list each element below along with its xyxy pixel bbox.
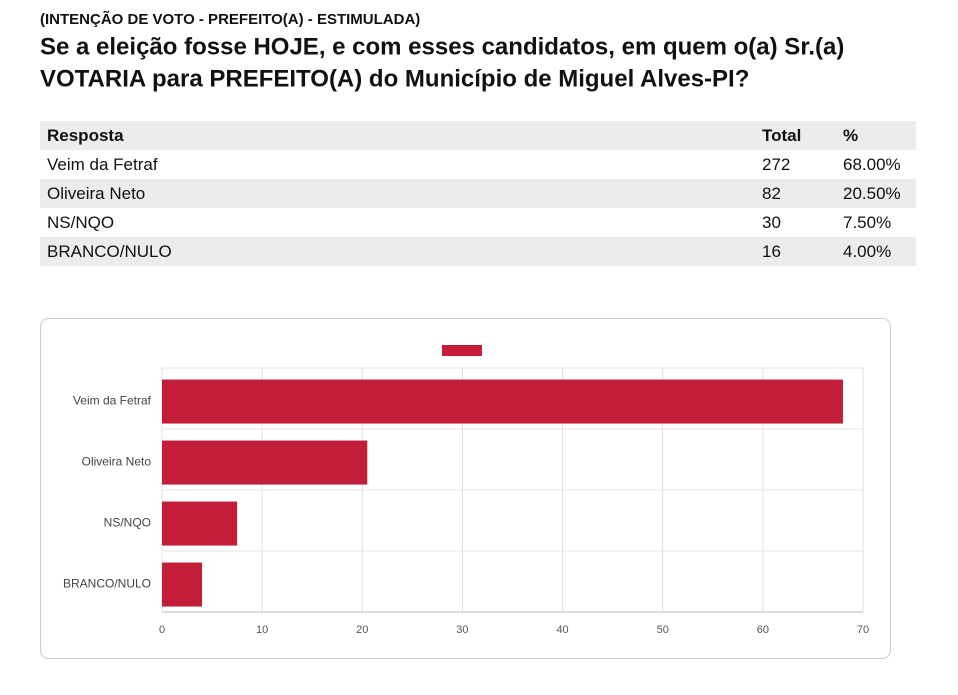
x-tick-label: 60 <box>757 624 769 636</box>
table-cell: 68.00% <box>843 155 901 174</box>
bar <box>162 440 368 485</box>
legend-swatch <box>442 345 482 356</box>
x-tick-label: 70 <box>857 624 869 636</box>
y-tick-label: Oliveira Neto <box>82 455 152 469</box>
x-tick-label: 0 <box>159 624 165 636</box>
table-cell: 7.50% <box>843 213 891 232</box>
table-cell: 4.00% <box>843 242 891 261</box>
table-cell: NS/NQO <box>47 213 114 232</box>
table-cell: Veim da Fetraf <box>47 155 158 174</box>
y-tick-label: Veim da Fetraf <box>73 394 152 408</box>
table-cell: 82 <box>762 184 781 203</box>
y-tick-label: NS/NQO <box>104 516 151 530</box>
row-bg <box>40 237 916 266</box>
column-header: Total <box>762 126 801 145</box>
bar <box>162 379 843 424</box>
column-header: Resposta <box>47 126 124 145</box>
question-line: Se a eleição fosse HOJE, e com esses can… <box>40 33 844 60</box>
table-cell: Oliveira Neto <box>47 184 145 203</box>
x-tick-label: 50 <box>657 624 669 636</box>
table: Resposta Total % Veim da Fetraf 272 68.00% Oli… <box>40 121 916 266</box>
x-tick-label: 20 <box>356 624 368 636</box>
question-line: VOTARIA para PREFEITO(A) do Município de… <box>40 65 749 92</box>
kicker: (INTENÇÃO DE VOTO - PREFEITO(A) - ESTIMU… <box>40 10 420 28</box>
table-cell: 30 <box>762 213 781 232</box>
table-cell: 20.50% <box>843 184 901 203</box>
table-cell: 16 <box>762 242 781 261</box>
bar <box>162 501 238 546</box>
x-tick-label: 40 <box>556 624 568 636</box>
column-header: % <box>843 126 858 145</box>
x-tick-label: 10 <box>256 624 268 636</box>
table-cell: BRANCO/NULO <box>47 242 172 261</box>
x-tick-label: 30 <box>456 624 468 636</box>
y-tick-label: BRANCO/NULO <box>63 577 151 591</box>
table-header-bg <box>40 121 916 150</box>
bar <box>162 562 203 607</box>
row-bg <box>40 179 916 208</box>
table-cell: 272 <box>762 155 790 174</box>
chart: 0 10 20 30 40 50 60 70 Veim da Fetraf Oliveira Ne… <box>63 367 869 636</box>
